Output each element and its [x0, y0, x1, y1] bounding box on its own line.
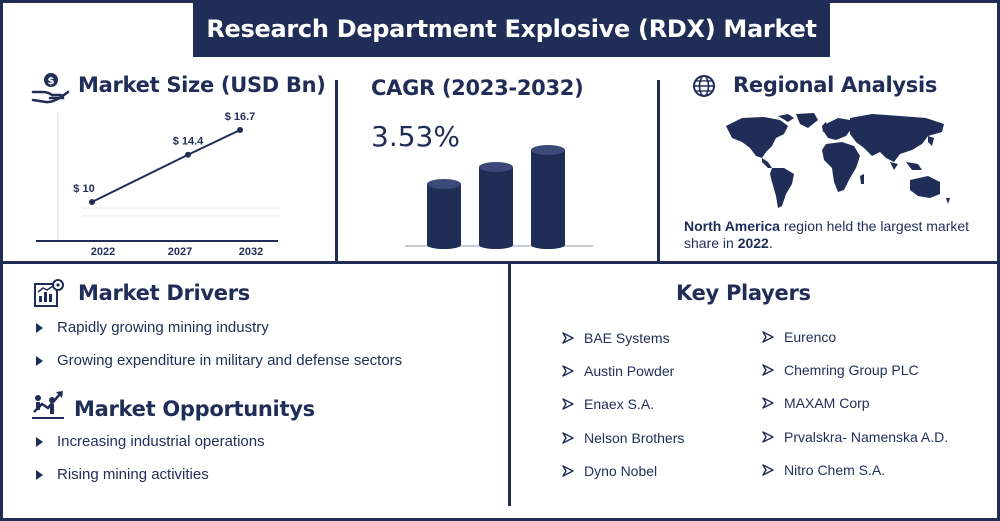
arrow-pointer-icon [562, 332, 574, 344]
key-player-name: Eurenco [784, 329, 837, 345]
cagr-value: 3.53% [371, 120, 460, 153]
arrow-pointer-icon [762, 431, 774, 443]
data-label: $ 10 [73, 183, 94, 195]
key-player-item: BAE Systems [562, 330, 670, 346]
driver-item: Growing expenditure in military and defe… [36, 352, 402, 369]
x-tick-label: 2027 [168, 246, 192, 258]
divider-left-top [335, 80, 338, 261]
x-tick-label: 2032 [239, 246, 263, 258]
key-player-item: Chemring Group PLC [762, 362, 919, 378]
driver-item-text: Rapidly growing mining industry [57, 319, 269, 336]
arrow-pointer-icon [762, 364, 774, 376]
key-player-item: Dyno Nobel [562, 463, 657, 479]
cylinder-bars-icon [405, 145, 593, 249]
divider-right-top [657, 80, 660, 261]
data-point [89, 199, 95, 205]
regional-heading: Regional Analysis [733, 73, 938, 97]
arrow-pointer-icon [562, 465, 574, 477]
arrow-pointer-icon [562, 398, 574, 410]
data-point [185, 151, 191, 158]
region-name: North America [684, 218, 780, 234]
svg-text:$: $ [48, 76, 55, 87]
horizontal-divider [0, 261, 1000, 264]
key-player-item: MAXAM Corp [762, 395, 870, 411]
arrow-pointer-icon [562, 432, 574, 444]
data-point [237, 127, 243, 133]
market-size-line [91, 129, 241, 203]
x-tick-label: 2022 [91, 246, 115, 258]
key-player-item: Enaex S.A. [562, 396, 654, 412]
market-size-chart: $ 10 2022 $ 14.4 2027 $ 16.7 2032 [36, 111, 280, 258]
bullet-arrow-icon [36, 469, 43, 480]
arrow-pointer-icon [762, 331, 774, 343]
region-year: 2022 [737, 235, 769, 251]
key-player-name: Dyno Nobel [584, 463, 658, 479]
key-player-item: Nitro Chem S.A. [762, 462, 885, 478]
region-period: . [768, 235, 773, 251]
opportunity-item-text: Rising mining activities [57, 466, 209, 483]
key-player-name: Austin Powder [584, 363, 675, 379]
money-hand-icon: $ [31, 73, 70, 104]
driver-item-text: Growing expenditure in military and defe… [57, 352, 403, 369]
opportunity-item: Rising mining activities [36, 466, 209, 483]
key-player-name: BAE Systems [584, 330, 670, 346]
bullet-arrow-icon [36, 322, 43, 333]
key-player-item: Austin Powder [562, 363, 674, 379]
region-sentence: region held the largest market share in [684, 218, 970, 251]
divider-bottom [508, 261, 511, 506]
key-player-name: Nelson Brothers [584, 430, 685, 446]
opportunities-heading: Market Opportunitys [74, 397, 315, 421]
key-player-item: Eurenco [762, 329, 836, 345]
key-player-name: Nitro Chem S.A. [784, 462, 886, 478]
driver-item: Rapidly growing mining industry [36, 319, 269, 336]
growth-people-icon [32, 391, 64, 419]
arrow-pointer-icon [562, 365, 574, 377]
cagr-heading: CAGR (2023-2032) [371, 76, 584, 100]
key-players-heading: Key Players [676, 281, 811, 305]
key-player-item: Nelson Brothers [562, 430, 684, 446]
key-player-name: Chemring Group PLC [784, 362, 919, 378]
bullet-arrow-icon [36, 355, 43, 366]
drivers-heading: Market Drivers [78, 281, 250, 305]
arrow-pointer-icon [762, 464, 774, 476]
key-player-item: Prvalskra- Namenska A.D. [762, 429, 948, 445]
arrow-pointer-icon [762, 397, 774, 409]
key-player-name: MAXAM Corp [784, 395, 870, 411]
market-size-heading: Market Size (USD Bn) [78, 73, 326, 97]
key-player-name: Enaex S.A. [584, 396, 655, 412]
globe-icon [693, 75, 715, 97]
opportunity-item-text: Increasing industrial operations [57, 433, 265, 450]
data-label: $ 14.4 [173, 136, 204, 148]
bullet-arrow-icon [36, 436, 43, 447]
chart-gear-icon [34, 279, 64, 307]
data-label: $ 16.7 [225, 111, 256, 123]
opportunity-item: Increasing industrial operations [36, 433, 265, 450]
key-player-name: Prvalskra- Namenska A.D. [784, 429, 949, 445]
page-title: Research Department Explosive (RDX) Mark… [193, 0, 830, 57]
regional-summary: North America region held the largest ma… [684, 218, 974, 252]
world-map-icon [726, 113, 950, 208]
